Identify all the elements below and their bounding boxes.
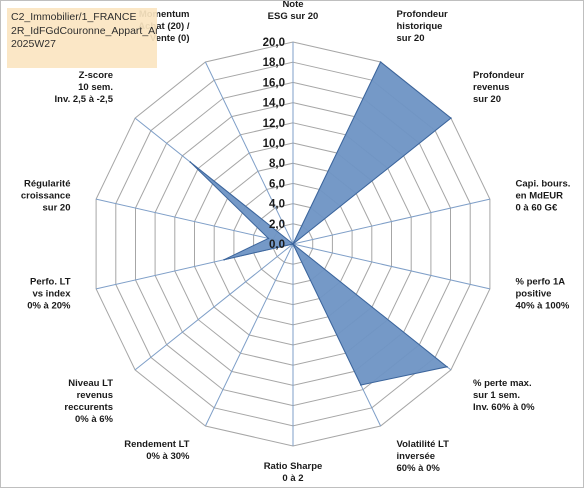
data-point-1 — [379, 61, 382, 63]
axis-label-13: Momentum Achat (20) / Vente (0) — [138, 9, 190, 44]
data-point-11 — [267, 237, 270, 240]
axis-label-6: Volatilité LT inversée 60% à 0% — [397, 439, 450, 474]
axis-label-4: % perfo 1A positive 40% à 100% — [516, 277, 570, 312]
title-line-3: 2025W27 — [11, 38, 56, 50]
tick-label-0: 0,0 — [269, 239, 285, 251]
data-point-13 — [292, 243, 294, 245]
series-area — [189, 61, 452, 386]
tick-label-3: 6,0 — [269, 178, 285, 190]
tick-label-6: 12,0 — [263, 118, 285, 130]
axis-label-0: Note ESG sur 20 — [268, 1, 319, 22]
data-point-10 — [223, 258, 225, 261]
radar-axis-labels: Note ESG sur 20 Profondeur historique sur 20… — [21, 1, 571, 484]
tick-label-8: 16,0 — [263, 77, 285, 89]
axis-spoke-11 — [95, 198, 294, 245]
axis-label-10: Perfo. LT vs index 0% à 20% — [27, 277, 71, 312]
title-line-1: C2_Immobilier/1_FRANCE — [11, 11, 137, 23]
axis-label-8: Rendement LT 0% à 30% — [124, 439, 190, 462]
data-point-6 — [360, 384, 362, 386]
tick-label-10: 20,0 — [263, 37, 285, 49]
axis-label-7: Ratio Sharpe 0 à 2 — [264, 461, 323, 484]
tick-label-5: 10,0 — [263, 138, 285, 150]
axis-spoke-13 — [204, 61, 294, 245]
tick-label-7: 14,0 — [263, 98, 285, 110]
tick-label-1: 2,0 — [269, 219, 285, 231]
axis-label-3: Capi. bours. en MdEUR 0 à 60 G€ — [516, 179, 571, 214]
axis-spoke-3 — [292, 198, 491, 245]
data-point-2 — [450, 117, 452, 119]
data-point-5 — [446, 366, 448, 368]
axis-spoke-9 — [134, 243, 294, 371]
axis-label-2: Profondeur revenus sur 20 — [473, 70, 524, 105]
axis-spoke-8 — [204, 243, 294, 427]
axis-label-5: % perte max. sur 1 sem. Inv. 60% à 0% — [473, 378, 535, 413]
radar-tick-labels: 0,0 2,0 4,0 6,0 8,0 10,0 12,0 14,0 16,0 18,0 20,0 — [263, 37, 285, 251]
radar-series — [189, 61, 452, 386]
tick-label-9: 18,0 — [263, 57, 285, 69]
axis-label-12: Z-score 10 sem. Inv. 2,5 à -2,5 — [55, 70, 114, 105]
axis-label-9: Niveau LT revenus reccurents 0% à 6% — [64, 378, 113, 425]
title-line-2: 2R_IdFGdCouronne_Appart_Anden — [11, 24, 157, 37]
axis-label-11: Régularité croissance sur 20 — [21, 179, 71, 214]
axis-spoke-4 — [292, 243, 491, 290]
axis-label-1: Profondeur historique sur 20 — [397, 9, 448, 44]
tick-label-2: 4,0 — [269, 199, 285, 211]
tick-label-4: 8,0 — [269, 158, 285, 170]
data-point-12 — [189, 161, 192, 163]
chart-title-box: C2_Immobilier/1_FRANCE 2R_IdFGdCouronne_… — [7, 8, 157, 68]
